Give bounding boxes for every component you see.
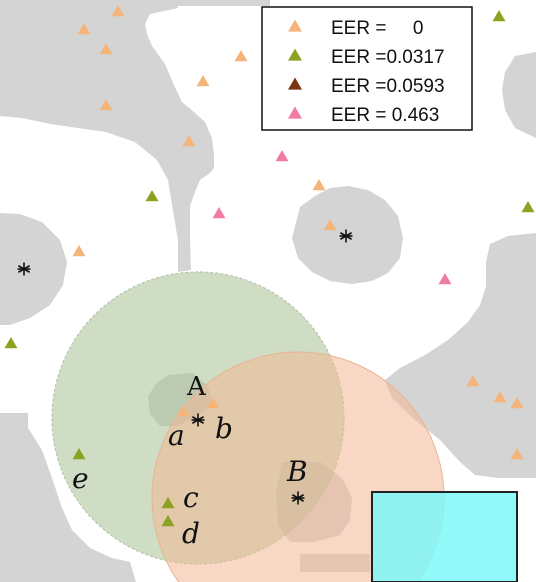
data-point — [493, 390, 507, 403]
legend-label: EER =0.0593 — [331, 76, 445, 97]
data-point — [111, 4, 125, 17]
data-point — [72, 244, 86, 257]
data-point — [77, 22, 91, 35]
data-point — [161, 514, 175, 527]
center-marker — [17, 262, 31, 276]
center-marker — [191, 413, 205, 427]
data-point — [161, 496, 175, 509]
center-marker — [291, 491, 305, 505]
data-point — [234, 49, 248, 62]
data-points — [4, 4, 535, 527]
data-point — [275, 149, 289, 162]
annotation-A: A — [186, 372, 207, 402]
annotation-e: e — [72, 462, 89, 495]
annotations: A a b B c d e — [72, 372, 308, 550]
legend-label: EER =0.0317 — [331, 47, 445, 68]
data-point — [145, 189, 159, 202]
data-point — [176, 404, 190, 417]
data-point — [510, 447, 524, 460]
legend-marker — [288, 77, 302, 90]
data-point — [510, 396, 524, 409]
data-point — [521, 200, 535, 213]
goal-region — [371, 491, 518, 582]
annotation-b: b — [215, 412, 233, 445]
center-markers — [17, 229, 353, 505]
annotation-a: a — [168, 419, 185, 452]
data-point — [212, 206, 226, 219]
data-point — [492, 9, 506, 22]
annotation-d: d — [182, 517, 200, 550]
data-point — [99, 98, 113, 111]
annotation-c: c — [183, 481, 199, 514]
data-point — [99, 42, 113, 55]
data-point — [438, 272, 452, 285]
data-point — [312, 178, 326, 191]
data-point — [182, 134, 196, 147]
legend-marker — [288, 106, 302, 119]
legend-marker — [288, 48, 302, 61]
data-point — [72, 447, 86, 460]
legend-label: EER = 0 — [331, 18, 423, 39]
legend: EER = 0 EER =0.0317 EER =0.0593 EER = 0.463 — [261, 6, 473, 131]
data-point — [196, 74, 210, 87]
center-marker — [339, 229, 353, 243]
data-point — [323, 218, 337, 231]
annotation-B: B — [286, 455, 308, 488]
data-point — [466, 374, 480, 387]
legend-label: EER = 0.463 — [331, 105, 439, 126]
data-point — [4, 336, 18, 349]
data-point — [206, 396, 220, 409]
legend-marker — [288, 19, 302, 32]
